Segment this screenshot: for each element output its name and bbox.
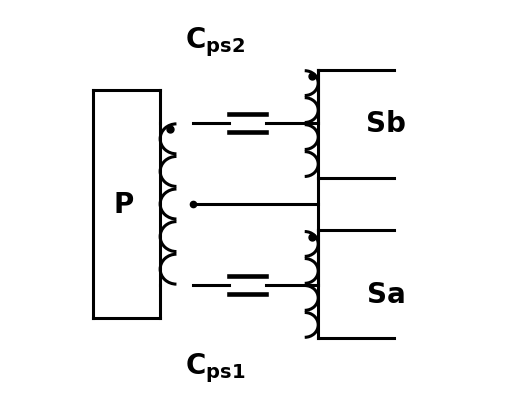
Text: Sb: Sb bbox=[366, 109, 406, 137]
Text: Sa: Sa bbox=[367, 280, 406, 308]
Text: $\mathbf{C_{ps2}}$: $\mathbf{C_{ps2}}$ bbox=[185, 25, 245, 59]
Text: P: P bbox=[114, 191, 134, 218]
Text: $\mathbf{C_{ps1}}$: $\mathbf{C_{ps1}}$ bbox=[185, 350, 246, 384]
